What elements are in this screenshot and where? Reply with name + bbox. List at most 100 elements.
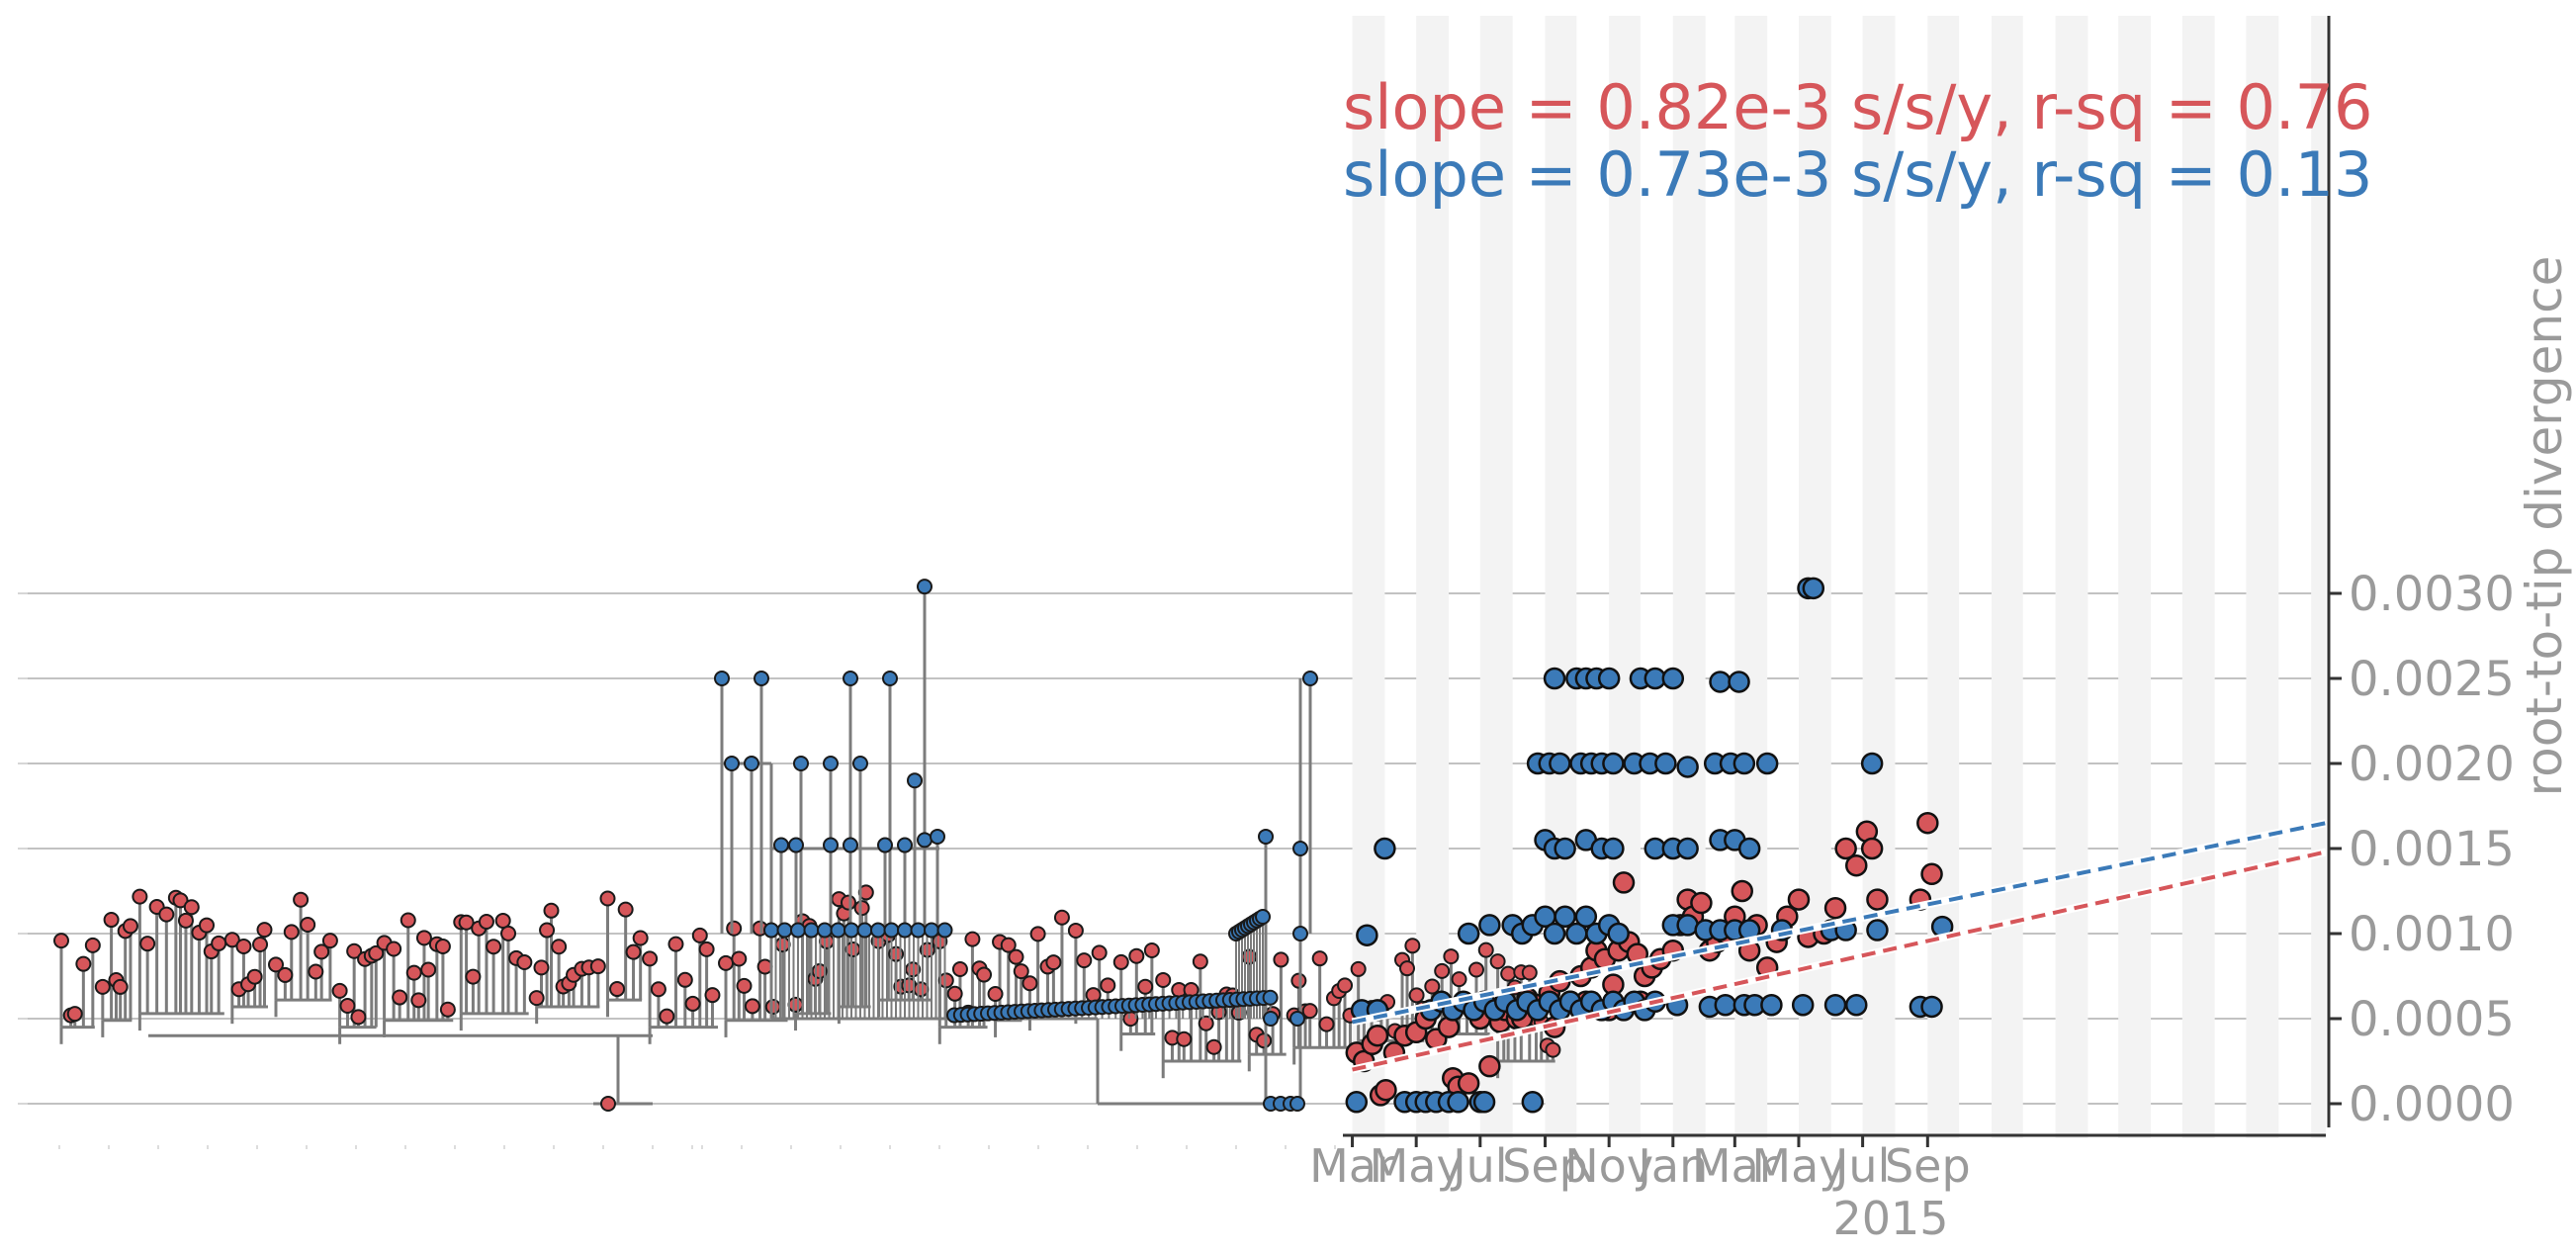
- tree-tip: [1112, 953, 1129, 970]
- tree-tip: [731, 950, 748, 967]
- tree-tip: [246, 968, 263, 985]
- tree-tip: [1263, 1011, 1279, 1027]
- tree-tip: [1053, 909, 1070, 926]
- tree-tip: [1176, 1031, 1193, 1047]
- tree-tip: [936, 922, 953, 939]
- tree-tip: [1311, 950, 1328, 967]
- tree-tip: [650, 981, 666, 998]
- tree-tip: [410, 992, 427, 1009]
- tree-tip: [817, 922, 833, 939]
- tree-tip: [1262, 989, 1279, 1006]
- tree-tip: [313, 943, 330, 960]
- red-fit-line: [1352, 850, 2327, 1072]
- tree-tip: [543, 902, 560, 919]
- blue-slope-annotation: slope = 0.73e-3 s/s/y, r-sq = 0.13: [1343, 138, 2373, 211]
- tree-tip: [1256, 1032, 1273, 1049]
- tree-tip: [964, 931, 981, 947]
- blue-scatter-point: [1345, 1091, 1369, 1114]
- tree-tip: [1155, 971, 1172, 988]
- tree-tip: [787, 996, 804, 1013]
- axes: 0.0000 0.0005 0.0010 0.0015 0.0020 0.0025 0.00…: [1309, 16, 2515, 1193]
- tree-tip: [853, 900, 870, 917]
- tree-tip: [1318, 1016, 1335, 1032]
- tree-tip: [1489, 953, 1506, 970]
- tree-tip: [883, 922, 900, 939]
- x-tick-label: Mar: [1692, 1139, 1778, 1193]
- blue-scatter-point: [1574, 905, 1598, 929]
- tree-tip: [823, 837, 839, 853]
- month-band: [1352, 16, 1385, 1138]
- tree-tip: [951, 961, 968, 978]
- tree-tip: [539, 922, 556, 939]
- tree-tip: [744, 998, 760, 1015]
- y-tick-label: 0.0030: [2349, 567, 2515, 622]
- tree-tip: [551, 939, 568, 955]
- tree-tip: [917, 832, 933, 849]
- tree-tip: [917, 579, 933, 595]
- y-tick-label: 0.0010: [2349, 907, 2515, 962]
- blue-scatter-point: [1543, 922, 1566, 945]
- y-axis-label: root-to-tip divergence: [2516, 256, 2573, 797]
- tree-tip: [1350, 960, 1367, 977]
- tree-tip: [420, 961, 437, 978]
- blue-phylogenetic-tree: [691, 579, 1336, 1149]
- blue-scatter-point: [1654, 752, 1677, 775]
- tree-tip: [415, 930, 432, 946]
- blue-scatter-point: [1802, 577, 1825, 600]
- tree-tip: [1545, 1041, 1561, 1058]
- tree-tip: [930, 828, 945, 845]
- tree-tip: [830, 922, 846, 939]
- tree-tip: [897, 837, 913, 853]
- tree-tip: [718, 954, 735, 971]
- red-scatter-point: [1845, 853, 1868, 877]
- tree-tip: [704, 987, 721, 1004]
- tree-tip: [211, 935, 227, 951]
- tree-tip: [913, 981, 930, 998]
- x-axis-label: 2015: [1832, 1192, 1948, 1245]
- tree-tip: [293, 891, 310, 908]
- month-band: [2181, 16, 2215, 1138]
- blue-scatter-point: [1860, 752, 1884, 775]
- tree-tip: [139, 936, 156, 952]
- tree-tip: [392, 989, 408, 1006]
- red-scatter-point: [1787, 888, 1811, 911]
- blue-scatter-point: [1676, 756, 1699, 778]
- tree-tip: [1000, 937, 1017, 953]
- blue-scatter-point: [1521, 1091, 1545, 1114]
- tree-tip: [1424, 978, 1441, 995]
- red-slope-annotation: slope = 0.82e-3 s/s/y, r-sq = 0.76: [1343, 71, 2373, 143]
- red-scatter-point: [1375, 1078, 1397, 1102]
- month-band: [1991, 16, 2023, 1138]
- tree-tip: [283, 924, 300, 941]
- tree-tip: [877, 837, 893, 853]
- blue-scatter-point: [1549, 752, 1571, 775]
- blue-scatter-point: [1920, 995, 1943, 1019]
- blue-scatter-point: [1728, 671, 1750, 693]
- regression-lines: [1351, 819, 2327, 1074]
- tree-tip: [177, 912, 194, 929]
- tree-tip: [458, 914, 475, 931]
- tree-tip: [714, 671, 730, 686]
- tree-tip: [1205, 1038, 1222, 1055]
- tree-tip: [1337, 977, 1354, 994]
- tree-tip: [937, 972, 954, 989]
- blue-scatter-point: [1602, 837, 1625, 860]
- tree-tip: [1467, 961, 1484, 978]
- tree-tip: [122, 918, 138, 935]
- tree-tip: [625, 943, 642, 960]
- tree-tip: [1451, 971, 1467, 988]
- tree-tip: [528, 990, 545, 1007]
- month-band: [1798, 16, 1831, 1138]
- x-tick-label: Sep: [1885, 1139, 1971, 1193]
- x-tick-label: Jan: [1635, 1139, 1708, 1193]
- blue-scatter-point: [1737, 837, 1761, 860]
- tree-tip: [533, 959, 550, 976]
- tree-tip: [852, 756, 868, 771]
- tree-tip: [1192, 953, 1208, 970]
- month-band: [1416, 16, 1450, 1138]
- tree-tip: [684, 995, 701, 1012]
- month-band: [2118, 16, 2152, 1138]
- tree-tip: [321, 933, 338, 949]
- tree-tip: [907, 772, 923, 789]
- tree-tip: [331, 982, 348, 999]
